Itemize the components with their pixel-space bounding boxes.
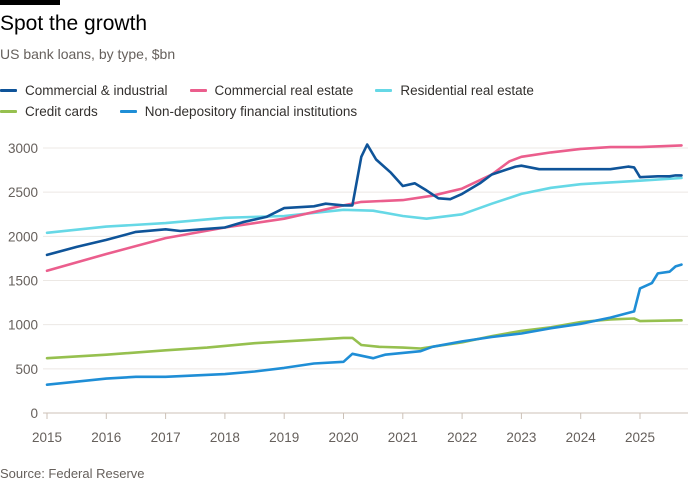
x-tick-label: 2019 <box>269 430 299 445</box>
y-tick-label: 0 <box>30 406 38 421</box>
series-line-non-depository-financial-institutions <box>45 263 683 386</box>
legend-item: Non-depository financial institutions <box>119 104 358 119</box>
legend-item: Residential real estate <box>375 83 534 98</box>
y-tick-label: 2500 <box>8 185 38 200</box>
legend-swatch <box>375 89 393 92</box>
x-tick-label: 2023 <box>506 430 536 445</box>
legend-label: Commercial & industrial <box>25 83 168 98</box>
legend-item: Credit cards <box>0 104 98 119</box>
source-note: Source: Federal Reserve <box>0 466 145 481</box>
x-tick-label: 2017 <box>151 430 181 445</box>
x-tick-label: 2025 <box>625 430 655 445</box>
legend-label: Credit cards <box>25 104 98 119</box>
legend-swatch <box>0 89 17 92</box>
y-tick-label: 500 <box>15 362 38 377</box>
x-tick-label: 2024 <box>566 430 597 445</box>
x-tick-label: 2018 <box>210 430 240 445</box>
x-tick-label: 2022 <box>447 430 477 445</box>
legend-item: Commercial real estate <box>189 83 354 98</box>
y-tick-label: 3000 <box>8 141 38 156</box>
x-tick-label: 2016 <box>91 430 121 445</box>
legend-swatch <box>189 89 207 92</box>
series-line-commercial-real-estate <box>45 144 683 273</box>
x-tick-label: 2015 <box>32 430 62 445</box>
y-tick-label: 1500 <box>8 274 38 289</box>
legend-label: Commercial real estate <box>214 83 354 98</box>
series-line-commercial-industrial <box>45 143 683 257</box>
legend: Commercial & industrial Commercial real … <box>0 80 700 122</box>
chart-subtitle: US bank loans, by type, $bn <box>0 46 176 62</box>
legend-item: Commercial & industrial <box>0 83 168 98</box>
series-line-residential-real-estate <box>45 176 683 235</box>
x-tick-label: 2020 <box>328 430 358 445</box>
chart-title: Spot the growth <box>0 12 148 35</box>
x-tick-label: 2021 <box>388 430 418 445</box>
legend-label: Non-depository financial institutions <box>144 104 358 119</box>
y-tick-label: 2000 <box>8 229 38 244</box>
header-bar <box>0 0 60 5</box>
legend-label: Residential real estate <box>400 83 534 98</box>
legend-swatch <box>119 110 137 113</box>
legend-swatch <box>0 110 17 113</box>
y-tick-label: 1000 <box>8 318 38 333</box>
